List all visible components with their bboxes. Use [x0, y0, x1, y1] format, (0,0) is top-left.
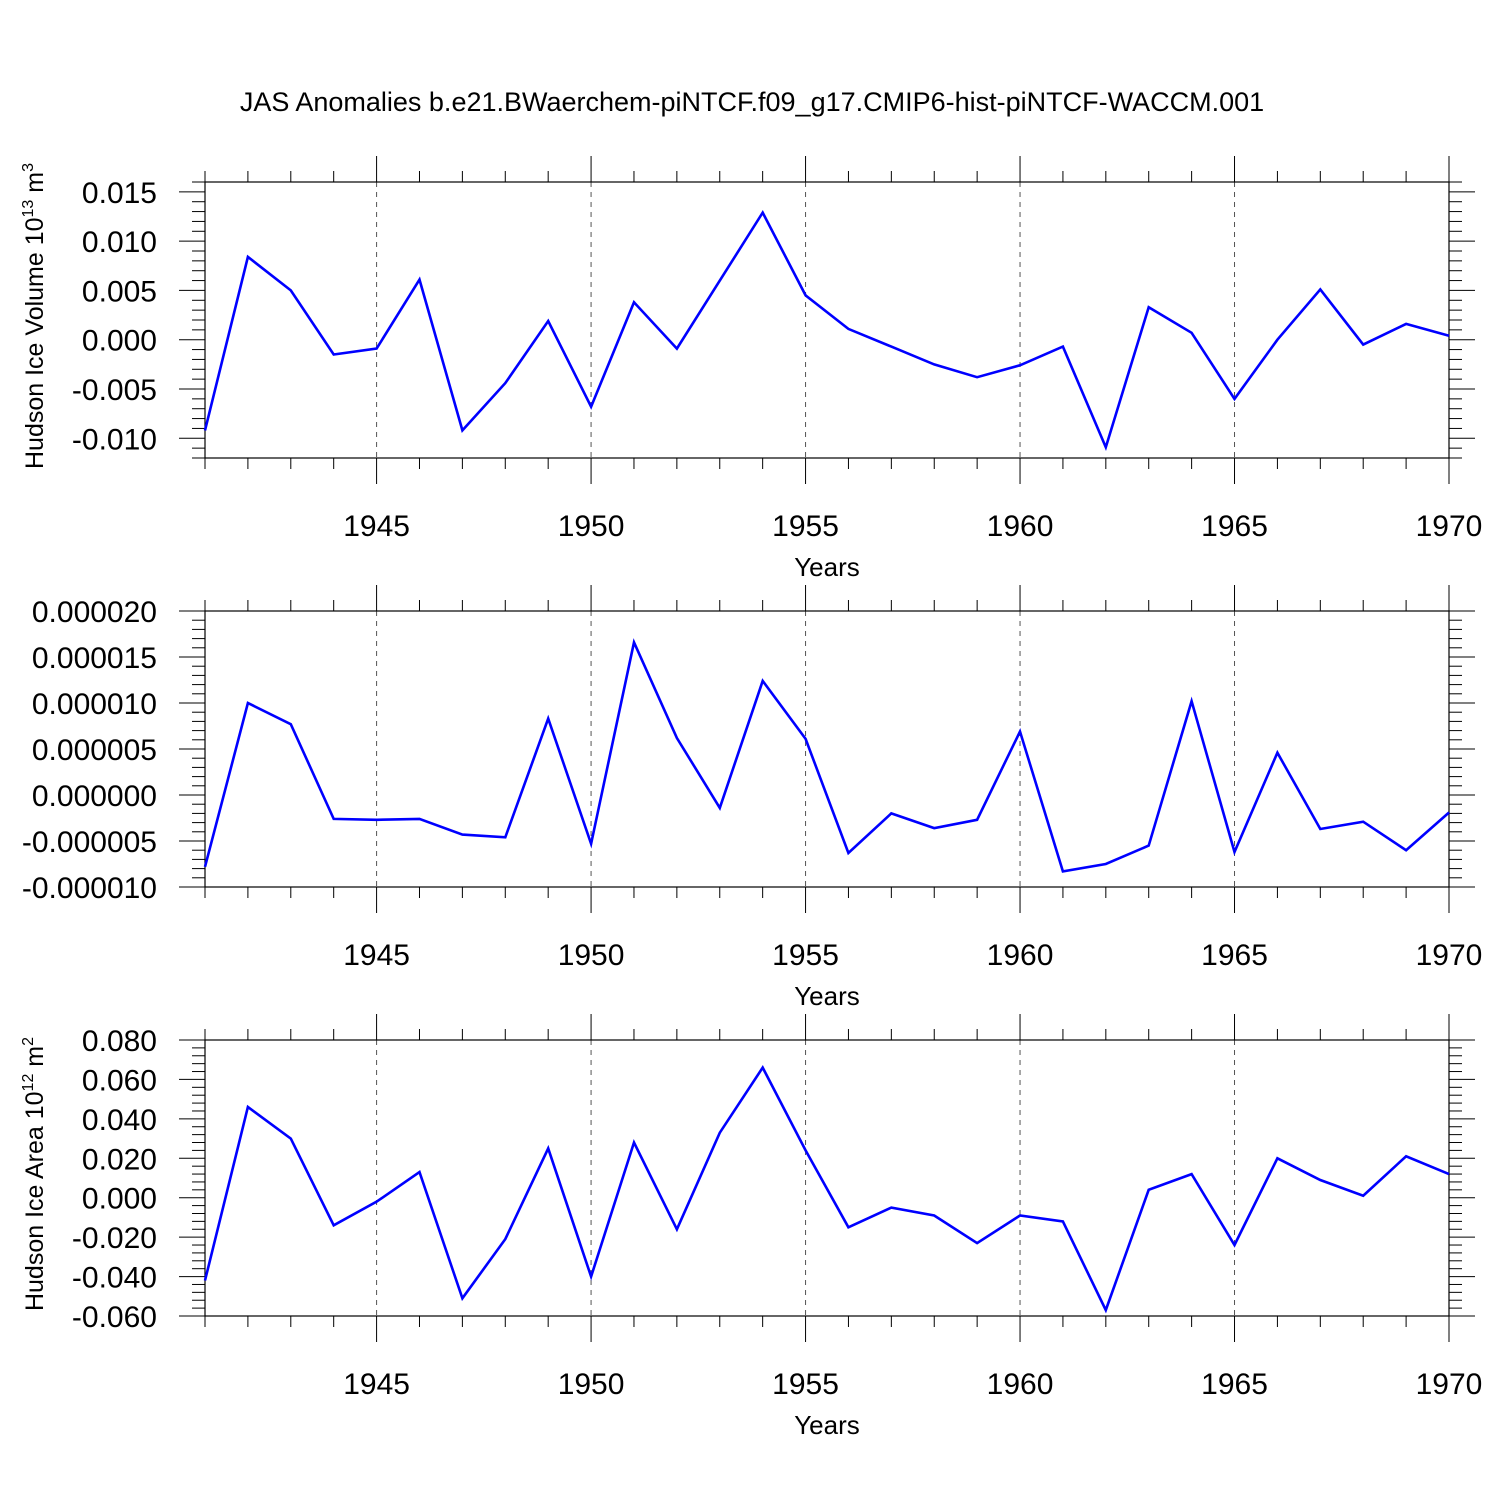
y-tick-label: 0.000000 — [32, 780, 157, 813]
y-tick-label: 0.060 — [82, 1064, 157, 1097]
x-tick-label: 1970 — [1416, 1368, 1483, 1401]
y-tick-label: 0.080 — [82, 1025, 157, 1058]
x-tick-label: 1945 — [343, 939, 410, 972]
x-axis-label: Years — [794, 981, 860, 1011]
series-line — [203, 1065, 1450, 1314]
x-tick-label: 1965 — [1201, 510, 1268, 543]
plot-frame — [204, 181, 1450, 459]
y-tick-label: 0.000 — [82, 325, 157, 358]
page-title: JAS Anomalies b.e21.BWaerchem-piNTCF.f09… — [240, 87, 1264, 117]
x-tick-label: 1960 — [987, 510, 1054, 543]
y-axis-label-text: Hudson Ice Volume 10 — [21, 217, 49, 469]
plot-frame — [204, 1039, 1450, 1317]
y-tick-label: 0.000020 — [32, 596, 157, 629]
panel-1: -0.010 -0.005 0.000 0.005 0.010 0.015 1945 1950… — [20, 156, 1482, 582]
y-tick-label: 0.040 — [82, 1104, 157, 1137]
y-tick-label: -0.000010 — [22, 872, 157, 905]
x-tick-label: 1950 — [558, 939, 625, 972]
x-axis-label: Years — [794, 1410, 860, 1440]
x-tick-label: 1955 — [772, 939, 839, 972]
x-tick-label: 1950 — [558, 510, 625, 543]
x-tick-label: 1960 — [987, 939, 1054, 972]
y-axis-label: Hudson Ice Volume 1013 m3 — [20, 163, 49, 469]
x-tick-label: 1970 — [1416, 510, 1483, 543]
x-axis-label: Years — [794, 552, 860, 582]
y-tick-label: 0.020 — [82, 1143, 157, 1176]
y-axis-label-text: Hudson Ice Area 10 — [21, 1091, 49, 1311]
x-tick-label: 1950 — [558, 1368, 625, 1401]
x-tick-label: 1945 — [343, 1368, 410, 1401]
y-tick-label: -0.000005 — [22, 826, 157, 859]
x-tick-label: 1955 — [772, 510, 839, 543]
y-axis-label-superscript: 2 — [20, 1037, 37, 1046]
plot-frame — [204, 610, 1450, 888]
y-axis-label: Hudson Ice Area 1012 m2 — [20, 1037, 49, 1311]
series-line — [203, 209, 1450, 451]
x-tick-label: 1960 — [987, 1368, 1054, 1401]
y-tick-label: -0.005 — [72, 374, 157, 407]
y-axis-label-superscript: 3 — [20, 163, 37, 172]
y-axis-label-text: m — [21, 1046, 49, 1074]
x-tick-label: 1965 — [1201, 1368, 1268, 1401]
x-tick-label: 1945 — [343, 510, 410, 543]
y-tick-label: 0.015 — [82, 177, 157, 210]
y-tick-label: 0.005 — [82, 275, 157, 308]
y-axis-label-superscript: 13 — [20, 200, 37, 218]
y-axis-label-text: m — [21, 172, 49, 200]
y-tick-label: 0.000015 — [32, 642, 157, 675]
y-tick-label: -0.010 — [72, 423, 157, 456]
y-tick-label: -0.020 — [72, 1222, 157, 1255]
x-tick-label: 1970 — [1416, 939, 1483, 972]
y-tick-label: 0.000005 — [32, 734, 157, 767]
y-axis-label-superscript: 12 — [20, 1074, 37, 1092]
y-tick-label: -0.060 — [72, 1301, 157, 1334]
y-tick-label: 0.000 — [82, 1183, 157, 1216]
panel-2: -0.000010 -0.000005 0.000000 0.000005 0.0000… — [22, 585, 1483, 1011]
y-tick-label: 0.000010 — [32, 688, 157, 721]
y-tick-label: -0.040 — [72, 1262, 157, 1295]
y-tick-label: 0.010 — [82, 226, 157, 259]
x-tick-label: 1965 — [1201, 939, 1268, 972]
series-line — [203, 638, 1450, 873]
panel-3: -0.060 -0.040 -0.020 0.000 0.020 0.040 0.060 0.… — [20, 1014, 1482, 1440]
x-tick-label: 1955 — [772, 1368, 839, 1401]
